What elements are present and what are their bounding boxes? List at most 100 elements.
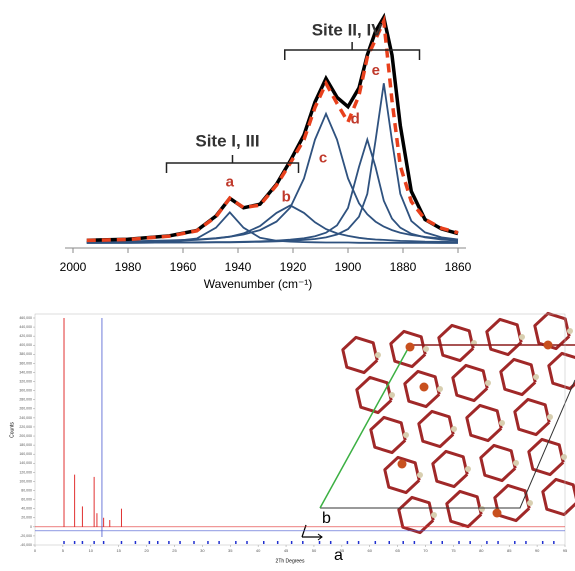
x-tick-label: 1860 (445, 260, 472, 274)
x-tick-label: 65 (395, 548, 400, 553)
metal-atom (420, 383, 429, 392)
metal-atom (493, 509, 502, 518)
bond-ring (543, 479, 575, 514)
axis-name: b (322, 510, 331, 527)
bond-ring (357, 377, 391, 412)
x-tick-label: 70 (423, 548, 428, 553)
y-tick-label: 60,000 (21, 498, 32, 502)
peak-label: d (351, 111, 360, 128)
peak-label: e (372, 62, 380, 79)
x-tick-label: 15 (116, 548, 121, 553)
atom (513, 460, 519, 466)
x-tick-label: 40 (256, 548, 261, 553)
atom (567, 328, 573, 334)
y-tick-label: 320,000 (19, 379, 32, 383)
atom (519, 334, 525, 340)
x-tick-label: 5 (62, 548, 65, 553)
x-tick-label: 80 (479, 548, 484, 553)
atom (437, 386, 443, 392)
x-tick-label: 1960 (170, 260, 197, 274)
atom (547, 414, 553, 420)
atom (417, 472, 423, 478)
x-tick-label: 45 (284, 548, 289, 553)
bond-ring (439, 325, 473, 360)
x-tick-label: 10 (89, 548, 94, 553)
annotation: Site II, IV (312, 20, 384, 39)
bond-ring (501, 359, 535, 394)
y-tick-label: 80,000 (21, 488, 32, 492)
x-tick-label: 75 (451, 548, 456, 553)
bond-ring (487, 319, 521, 354)
y-tick-label: 200,000 (19, 434, 32, 438)
x-tick-label: 20 (144, 548, 149, 553)
y-tick-label: 220,000 (19, 425, 32, 429)
atom (561, 454, 567, 460)
x-tick-label: 1940 (225, 260, 252, 274)
y-tick-label: 340,000 (19, 370, 32, 374)
y-tick-label: 240,000 (19, 416, 32, 420)
bond-ring (433, 451, 467, 486)
x-tick-label: 90 (535, 548, 540, 553)
y-tick-label: 400,000 (19, 343, 32, 347)
y-tick-label: 40,000 (21, 507, 32, 511)
bond-ring (371, 417, 405, 452)
atom (431, 512, 437, 518)
peak-label: a (226, 173, 235, 190)
peak-label: c (319, 150, 327, 167)
y-tick-label: 440,000 (19, 325, 32, 329)
y-tick-label: 20,000 (21, 516, 32, 520)
atom (403, 432, 409, 438)
metal-atom (398, 460, 407, 469)
x-tick-label: 1980 (115, 260, 142, 274)
y-tick-label: 460,000 (19, 316, 32, 320)
x-axis-label: Wavenumber (cm⁻¹) (204, 277, 313, 291)
y-tick-label: 0 (30, 525, 32, 529)
y-tick-label: 160,000 (19, 452, 32, 456)
atom (423, 346, 429, 352)
x-tick-label: 60 (368, 548, 373, 553)
bond-ring (515, 399, 549, 434)
y-tick-label: 260,000 (19, 407, 32, 411)
metal-atom (406, 343, 415, 352)
atom (479, 506, 485, 512)
x-tick-label: 35 (228, 548, 233, 553)
bond-ring (549, 353, 575, 388)
x-axis-label: 2Th Degrees (276, 558, 305, 564)
bond-ring (343, 337, 377, 372)
x-tick-label: 55 (340, 548, 345, 553)
bond-ring (529, 439, 563, 474)
x-tick-label: 30 (200, 548, 205, 553)
x-tick-label: 1880 (390, 260, 417, 274)
y-tick-label: 120,000 (19, 470, 32, 474)
x-tick-label: 2000 (60, 260, 87, 274)
x-tick-label: 25 (172, 548, 177, 553)
atom (527, 500, 533, 506)
atom (499, 420, 505, 426)
atom (451, 426, 457, 432)
atom (465, 466, 471, 472)
y-tick-label: -40,000 (20, 543, 32, 547)
y-axis-label: Counts (9, 422, 15, 438)
bond-ring (447, 491, 481, 526)
unit-cell (320, 345, 410, 508)
experimental-curve (87, 17, 458, 240)
bond-ring (453, 365, 487, 400)
y-tick-label: 420,000 (19, 334, 32, 338)
figure: Wavenumber (cm⁻¹) Counts 2Th Degrees b a… (0, 0, 575, 566)
y-tick-label: 300,000 (19, 389, 32, 393)
y-tick-label: -20,000 (20, 534, 32, 538)
peak-label: b (282, 188, 291, 205)
x-tick-label: 95 (563, 548, 568, 553)
bracket (167, 155, 299, 173)
y-tick-label: 140,000 (19, 461, 32, 465)
bracket (285, 42, 420, 60)
atom (485, 380, 491, 386)
x-tick-label: 0 (34, 548, 37, 553)
bond-ring (467, 405, 501, 440)
annotation: Site I, III (195, 131, 259, 150)
y-tick-label: 360,000 (19, 361, 32, 365)
bond-ring (419, 411, 453, 446)
crystal-structure (320, 313, 575, 532)
y-tick-label: 100,000 (19, 479, 32, 483)
x-tick-label: 50 (312, 548, 317, 553)
